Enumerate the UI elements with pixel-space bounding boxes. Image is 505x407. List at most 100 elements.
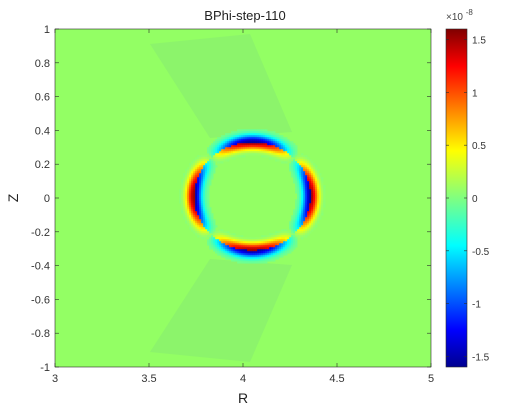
heatmap-cell — [223, 243, 226, 246]
heatmap-cell — [297, 191, 300, 194]
heatmap-cell — [277, 233, 280, 236]
heatmap-cell — [187, 177, 190, 180]
heatmap-cell — [201, 229, 204, 232]
heatmap-cell — [227, 145, 230, 148]
heatmap-cell — [311, 167, 314, 170]
heatmap-cell — [207, 225, 210, 228]
heatmap-cell — [321, 211, 324, 214]
heatmap-cell — [273, 237, 276, 240]
heatmap-cell — [303, 223, 306, 226]
heatmap-cell — [185, 199, 188, 202]
heatmap-cell — [223, 149, 226, 152]
heatmap-cell — [183, 201, 186, 204]
heatmap-cell — [249, 135, 252, 138]
heatmap-cell — [305, 189, 308, 192]
heatmap-cell — [287, 231, 290, 234]
heatmap-cell — [221, 239, 224, 242]
heatmap-cell — [233, 149, 236, 152]
heatmap-cell — [209, 153, 212, 156]
heatmap-cell — [277, 139, 280, 142]
heatmap-cell — [287, 251, 290, 254]
heatmap-cell — [237, 255, 240, 258]
heatmap-cell — [193, 205, 196, 208]
heatmap-cell — [247, 131, 250, 134]
heatmap-cell — [229, 141, 232, 144]
heatmap-cell — [275, 147, 278, 150]
heatmap-cell — [233, 153, 236, 156]
heatmap-cell — [221, 147, 224, 150]
colorbar: 1.510.50-0.5-1-1.5 ×10 -8 — [445, 8, 490, 368]
heatmap-cell — [203, 177, 206, 180]
heatmap-cell — [295, 157, 298, 160]
heatmap-cell — [223, 139, 226, 142]
heatmap-cell — [241, 143, 244, 146]
heatmap-cell — [203, 223, 206, 226]
heatmap-cell — [255, 249, 258, 252]
heatmap-cell — [231, 145, 234, 148]
colorbar-scale — [445, 28, 468, 368]
heatmap-cell — [289, 239, 292, 242]
heatmap-cell — [271, 149, 274, 152]
heatmap-cell — [307, 183, 310, 186]
heatmap-cell — [277, 245, 280, 248]
heatmap-cell — [293, 163, 296, 166]
heatmap-cell — [281, 153, 284, 156]
heatmap-cell — [193, 217, 196, 220]
heatmap-cell — [201, 205, 204, 208]
heatmap-cell — [251, 141, 254, 144]
heatmap-cell — [267, 133, 270, 136]
heatmap-cell — [221, 231, 224, 234]
heatmap-cell — [231, 251, 234, 254]
heatmap-cell — [245, 261, 248, 264]
heatmap-cell — [251, 251, 254, 254]
heatmap-cell — [267, 149, 270, 152]
heatmap-cell — [191, 209, 194, 212]
heatmap-cell — [305, 209, 308, 212]
heatmap-cell — [263, 137, 266, 140]
heatmap-cell — [299, 227, 302, 230]
heatmap-cell — [195, 175, 198, 178]
heatmap-cell — [193, 177, 196, 180]
heatmap-cell — [307, 203, 310, 206]
heatmap-cell — [251, 133, 254, 136]
heatmap-cell — [301, 155, 304, 158]
heatmap-cell — [313, 201, 316, 204]
heatmap-cell — [315, 183, 318, 186]
heatmap-cell — [201, 155, 204, 158]
heatmap-cell — [287, 249, 290, 252]
heatmap-cell — [187, 199, 190, 202]
heatmap-cell — [189, 201, 192, 204]
heatmap-cell — [291, 231, 294, 234]
heatmap-cell — [313, 163, 316, 166]
heatmap-cell — [243, 147, 246, 150]
heatmap-cell — [305, 195, 308, 198]
heatmap-cell — [243, 129, 246, 132]
heatmap-cell — [281, 151, 284, 154]
heatmap-cell — [299, 213, 302, 216]
heatmap-cell — [255, 237, 258, 240]
heatmap-cell — [315, 189, 318, 192]
heatmap-cell — [203, 209, 206, 212]
heatmap-cell — [251, 131, 254, 134]
heatmap-cell — [291, 173, 294, 176]
heatmap-cell — [221, 241, 224, 244]
heatmap-cell — [311, 223, 314, 226]
heatmap-cell — [309, 223, 312, 226]
heatmap-cell — [287, 139, 290, 142]
heatmap-cell — [265, 149, 268, 152]
heatmap-cell — [207, 161, 210, 164]
heatmap-cell — [311, 169, 314, 172]
heatmap-cell — [247, 135, 250, 138]
heatmap-cell — [213, 147, 216, 150]
heatmap-cell — [297, 161, 300, 164]
heatmap-cell — [321, 195, 324, 198]
heatmap-cell — [201, 195, 204, 198]
heatmap-cell — [199, 223, 202, 226]
heatmap-cell — [295, 245, 298, 248]
heatmap-cell — [185, 211, 188, 214]
heatmap-cell — [281, 233, 284, 236]
heatmap-cell — [303, 193, 306, 196]
heatmap-cell — [269, 131, 272, 134]
heatmap-cell — [203, 207, 206, 210]
heatmap-cell — [197, 233, 200, 236]
